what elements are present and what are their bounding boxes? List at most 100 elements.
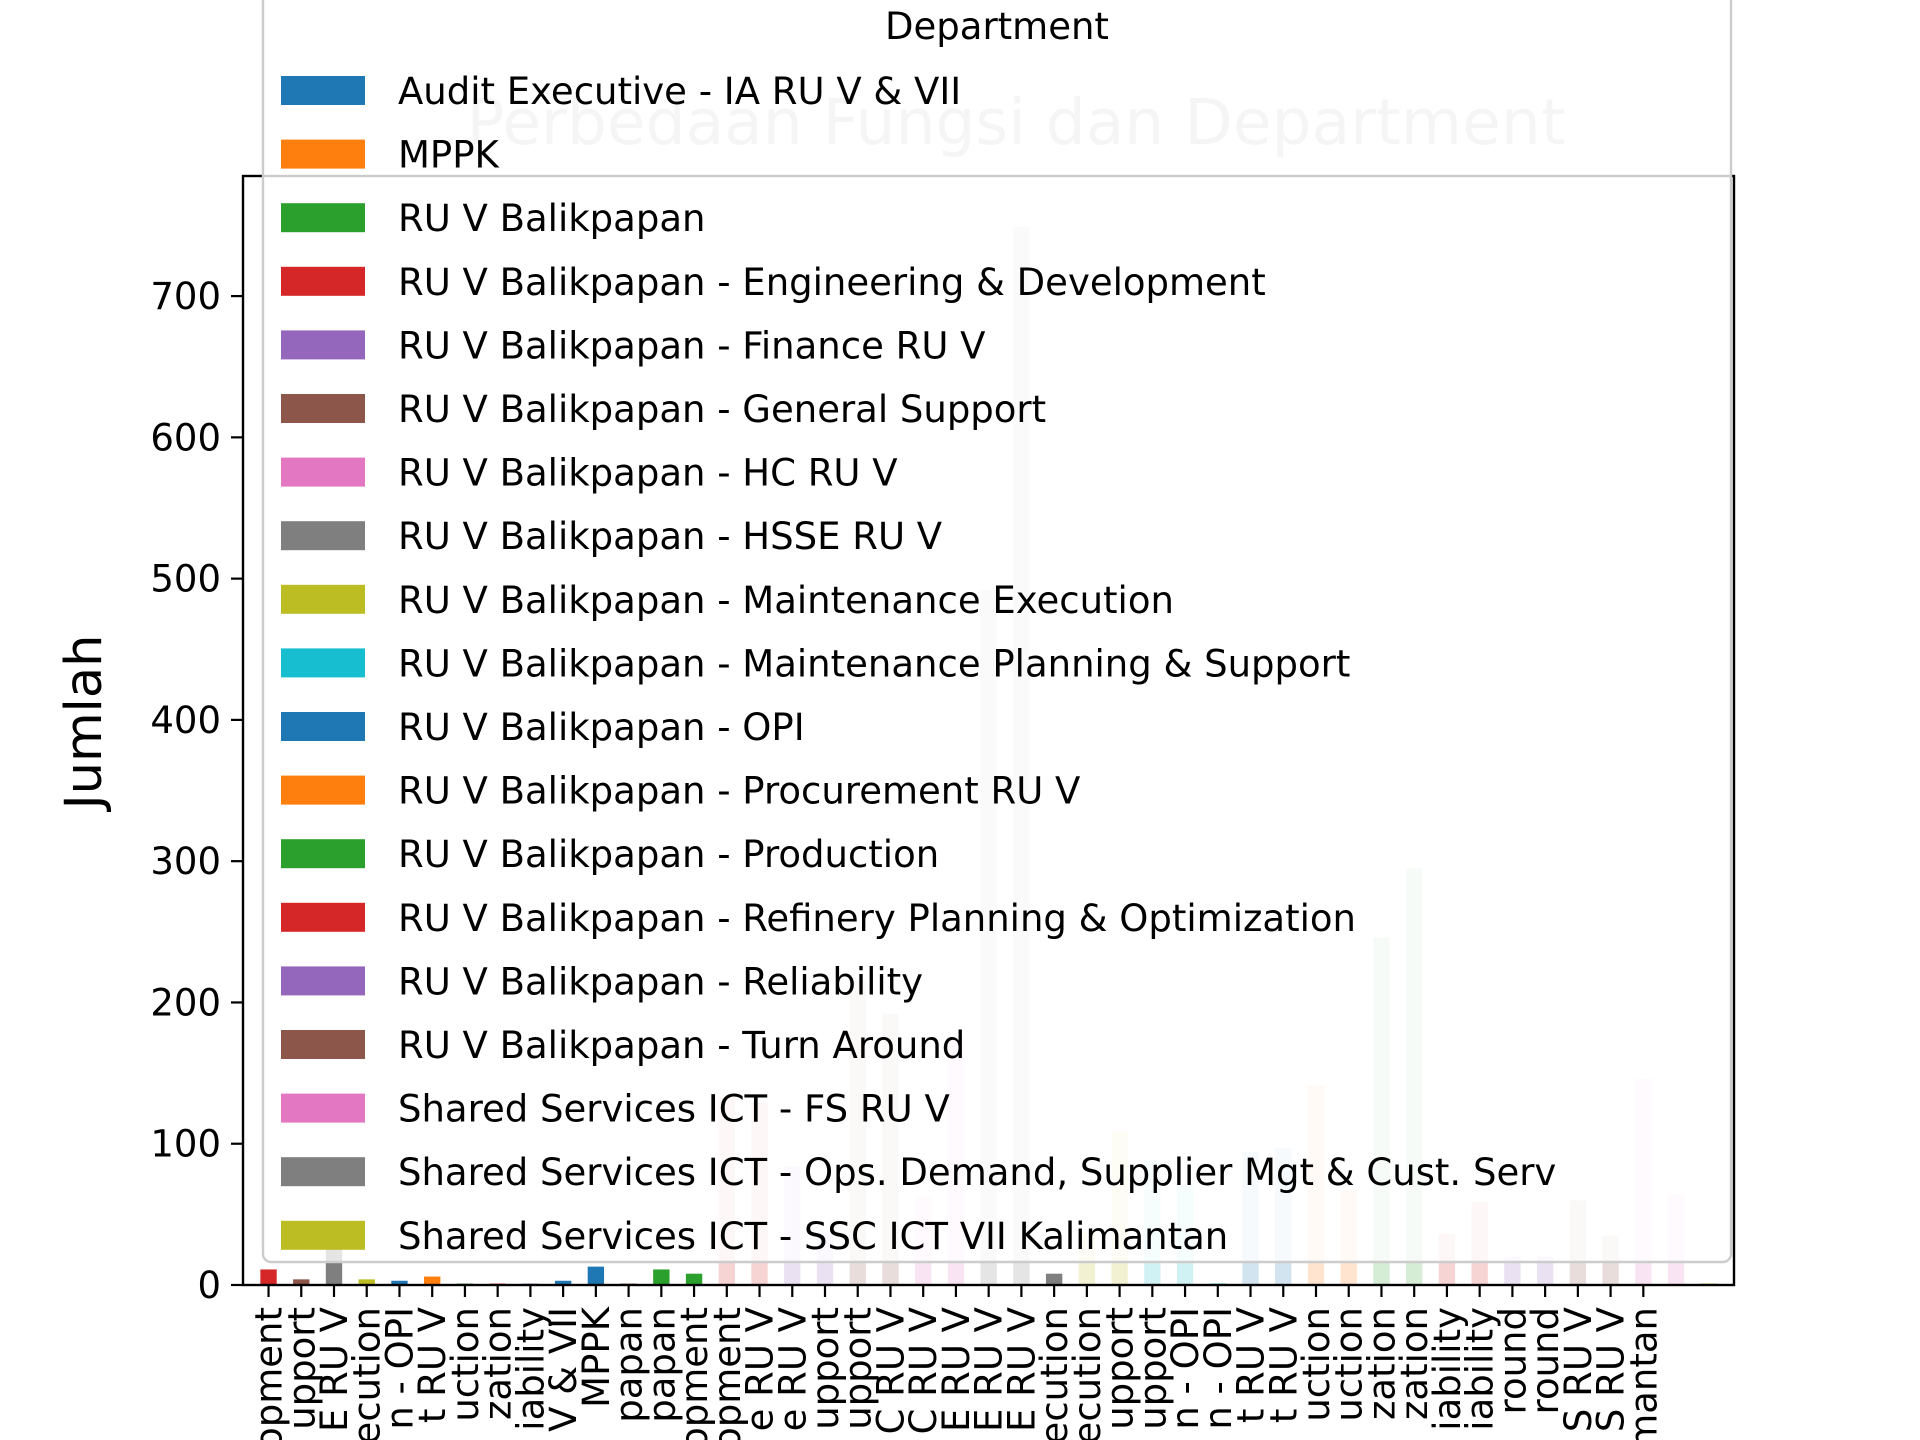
y-tick-label: 200: [150, 981, 221, 1024]
x-tick-label: t RU V: [1262, 1307, 1305, 1423]
bar: [391, 1280, 408, 1285]
legend-label: RU V Balikpapan - Finance RU V: [398, 324, 985, 367]
bar: [260, 1269, 277, 1285]
x-tick-label: uction: [1328, 1307, 1371, 1422]
legend-label: RU V Balikpapan - OPI: [398, 706, 805, 749]
legend-swatch: [281, 521, 365, 551]
x-tick-label: ecution: [1066, 1307, 1109, 1440]
x-tick-label: mantan: [1622, 1307, 1665, 1440]
y-tick-label: 300: [150, 840, 221, 883]
legend-label: RU V Balikpapan - Maintenance Planning &…: [398, 642, 1350, 685]
bar: [1536, 1256, 1554, 1285]
legend-title: Department: [885, 5, 1109, 48]
x-tick-label: papan: [608, 1307, 651, 1423]
legend-label: RU V Balikpapan - General Support: [398, 388, 1046, 431]
legend: Department Audit Executive - IA RU V & VI…: [261, 0, 1733, 1264]
legend-swatch: [281, 902, 365, 932]
y-axis-label: Jumlah: [55, 635, 114, 813]
bar: [587, 1266, 605, 1285]
x-tick-label: opment: [706, 1307, 749, 1440]
legend-label: RU V Balikpapan - HSSE RU V: [398, 515, 942, 558]
legend-frame: [261, 0, 1733, 1264]
x-tick-label: E RU V: [313, 1307, 356, 1432]
x-tick-label: iability: [509, 1307, 552, 1431]
x-tick-label: papan: [640, 1307, 683, 1423]
x-tick-label: ecution: [346, 1307, 389, 1440]
bar: [685, 1273, 703, 1285]
legend-label: RU V Balikpapan - Maintenance Execution: [398, 579, 1174, 622]
legend-swatch: [281, 1093, 365, 1123]
x-tick-label: t RU V: [411, 1307, 454, 1423]
legend-swatch: [281, 330, 365, 360]
bar: [653, 1269, 670, 1285]
x-tick-label: uction: [1295, 1307, 1338, 1422]
y-tick-label: 100: [150, 1123, 221, 1166]
x-tick-label: zation: [1393, 1307, 1436, 1420]
legend-swatch: [281, 457, 365, 487]
x-tick-label: zation: [477, 1307, 520, 1420]
y-tick-label: 0: [197, 1264, 221, 1307]
legend-label: RU V Balikpapan - Refinery Planning & Op…: [398, 897, 1356, 940]
legend-swatch: [281, 584, 365, 614]
x-tick-label: opment: [248, 1307, 291, 1440]
y-tick-label: 700: [150, 275, 221, 318]
x-tick-label: n - OPI: [378, 1307, 421, 1430]
x-tick-label: n - OPI: [1164, 1307, 1207, 1430]
bar: [554, 1280, 572, 1285]
bar: [1504, 1256, 1521, 1285]
x-tick-label: upport: [280, 1307, 323, 1430]
legend-swatch: [281, 139, 365, 169]
x-tick-label: opment: [673, 1307, 716, 1440]
legend-label: RU V Balikpapan - Production: [398, 833, 939, 876]
legend-label: MPPK: [398, 134, 501, 177]
x-tick-label: n - OPI: [1197, 1307, 1240, 1430]
legend-label: RU V Balikpapan - Reliability: [398, 960, 923, 1003]
y-tick-label: 500: [150, 558, 221, 601]
legend-label: RU V Balikpapan - Procurement RU V: [398, 770, 1080, 813]
bar: [424, 1276, 441, 1285]
legend-swatch: [281, 1030, 365, 1059]
legend-swatch: [281, 266, 365, 296]
x-tick-label: E RU V: [968, 1307, 1011, 1432]
x-tick-label: MPPK: [575, 1305, 618, 1408]
x-tick-label: upport: [837, 1307, 880, 1430]
legend-label: RU V Balikpapan - HC RU V: [398, 452, 898, 495]
x-tick-label: uction: [444, 1307, 487, 1422]
legend-swatch: [281, 76, 365, 105]
x-tick-label: S RU V: [1557, 1307, 1600, 1432]
x-tick-label: t RU V: [1230, 1307, 1273, 1423]
x-tick-label: e RU V: [739, 1307, 782, 1431]
legend-label: RU V Balikpapan: [398, 197, 705, 240]
x-tick-label: S RU V: [1590, 1307, 1633, 1432]
legend-swatch: [281, 775, 365, 805]
x-tick-label: V & VII: [542, 1307, 585, 1432]
legend-swatch: [281, 394, 365, 423]
x-tick-label: zation: [1360, 1307, 1403, 1420]
legend-label: Shared Services ICT - FS RU V: [398, 1088, 950, 1131]
legend-swatch: [281, 839, 365, 869]
x-tick-label: iability: [1426, 1307, 1469, 1431]
x-tick-label: round: [1524, 1307, 1567, 1414]
bar: [358, 1279, 375, 1285]
x-tick-label: iability: [1459, 1307, 1502, 1431]
x-tick-label: E RU V: [1000, 1307, 1043, 1432]
legend-label: RU V Balikpapan - Turn Around: [398, 1024, 965, 1067]
x-tick-label: E RU V: [935, 1307, 978, 1432]
legend-label: Audit Executive - IA RU V & VII: [398, 70, 961, 113]
legend-label: RU V Balikpapan - Engineering & Developm…: [398, 261, 1266, 304]
legend-swatch: [281, 1220, 365, 1250]
y-tick-label: 600: [150, 416, 221, 459]
x-tick-label: upport: [1099, 1307, 1142, 1430]
y-tick-label: 400: [150, 699, 221, 742]
legend-swatch: [281, 966, 365, 996]
legend-swatch: [281, 1157, 365, 1187]
bar: [1045, 1273, 1063, 1285]
legend-label: Shared Services ICT - Ops. Demand, Suppl…: [398, 1151, 1556, 1194]
legend-swatch: [281, 203, 365, 233]
legend-swatch: [281, 712, 365, 741]
legend-swatch: [281, 648, 365, 678]
x-tick-label: ecution: [1033, 1307, 1076, 1440]
x-tick-label: e RU V: [771, 1307, 814, 1431]
